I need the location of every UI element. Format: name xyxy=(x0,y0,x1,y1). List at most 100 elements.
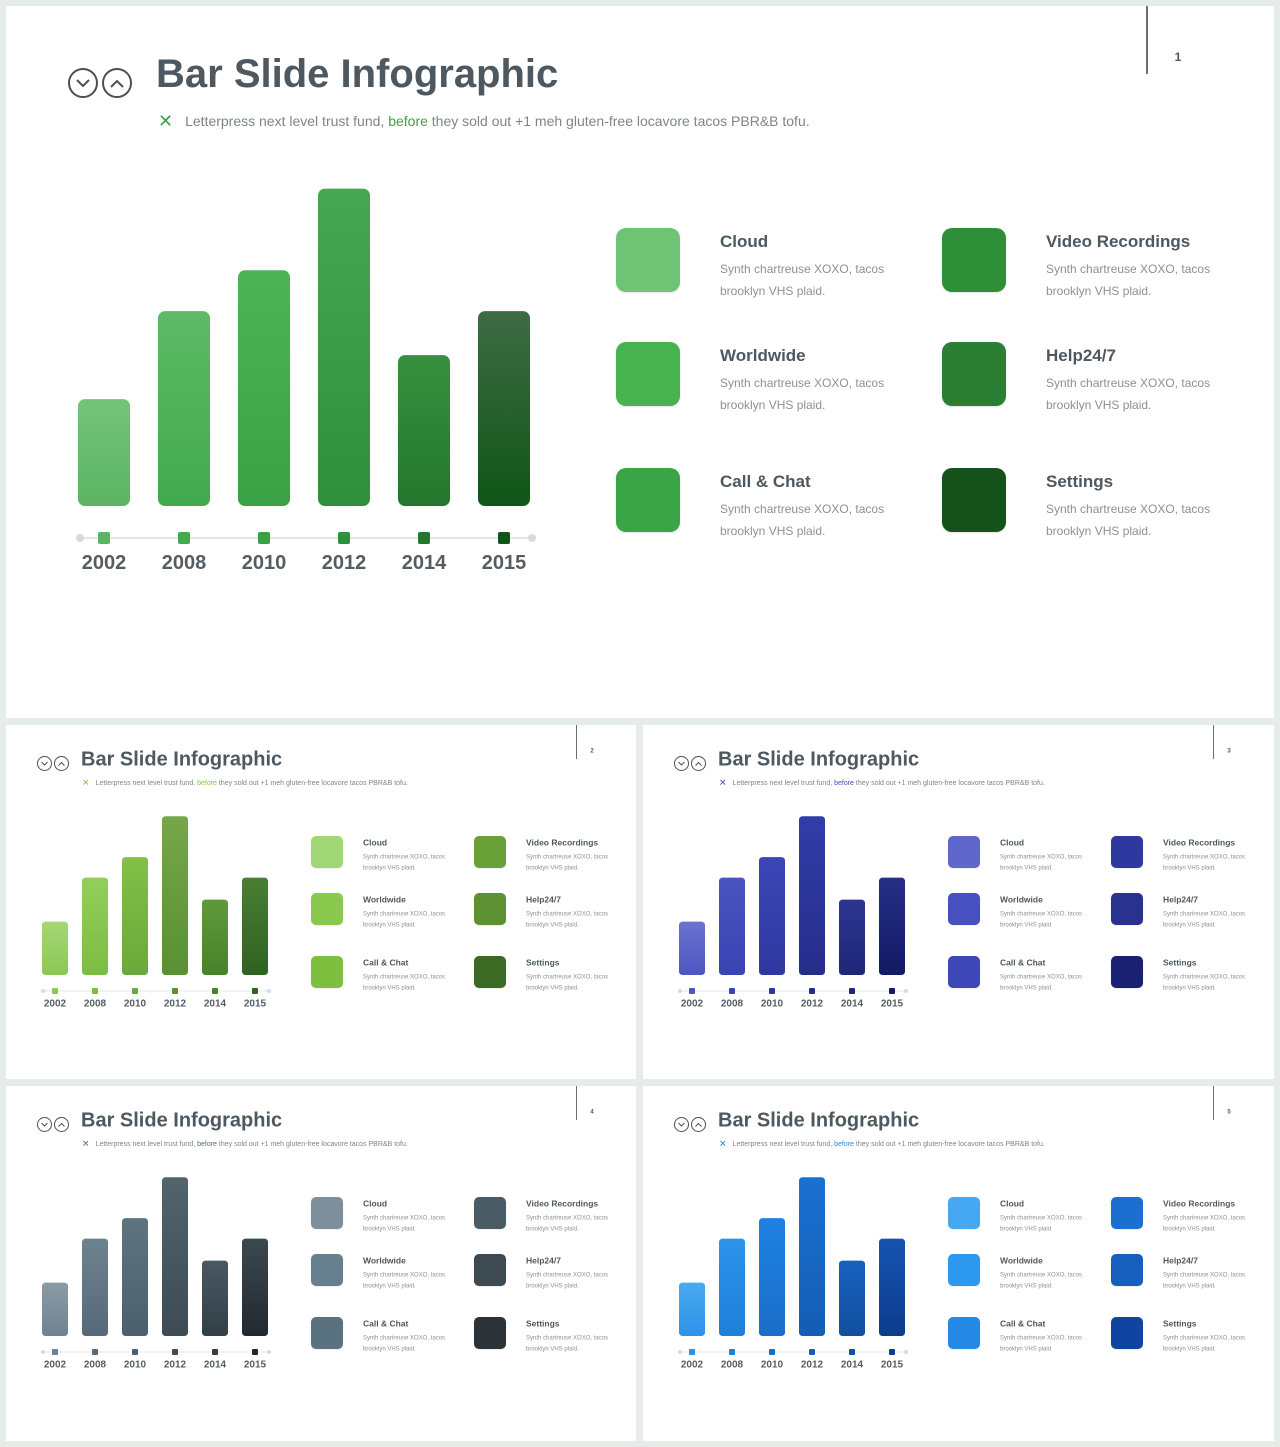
tick-marker-2014 xyxy=(212,1349,218,1355)
legend-swatch xyxy=(311,836,343,868)
tick-marker-2008 xyxy=(92,988,98,994)
slide-3: Bar Slide Infographic ✕ Letterpress next… xyxy=(643,725,1274,1079)
page-title: Bar Slide Infographic xyxy=(718,748,920,770)
slide-content: Bar Slide Infographic ✕ Letterpress next… xyxy=(6,1086,636,1441)
x-tick-label: 2002 xyxy=(44,1360,67,1371)
bar-chart: 2002 2008 2010 2012 2014 2015 xyxy=(671,1161,911,1371)
nav-icons xyxy=(674,756,706,771)
legend-swatch xyxy=(948,836,980,868)
subtitle-post: they sold out +1 meh gluten-free locavor… xyxy=(431,113,810,129)
page-rule xyxy=(1146,6,1148,74)
slide-content: Bar Slide Infographic ✕ Letterpress next… xyxy=(6,725,636,1079)
subtitle-pre: Letterpress next level trust fund, xyxy=(185,113,385,129)
bar-2014 xyxy=(202,899,228,975)
tick-marker-2010 xyxy=(132,1349,138,1355)
x-tick-label: 2014 xyxy=(204,999,227,1010)
subtitle-pre: Letterpress next level trust fund, xyxy=(732,1139,833,1148)
legend-title: Cloud xyxy=(363,838,388,848)
legend-description: Synth chartreuse XOXO, tacos brooklyn VH… xyxy=(1163,1334,1246,1352)
legend-description: Synth chartreuse XOXO, tacos brooklyn VH… xyxy=(1000,853,1083,871)
chevron-up-icon[interactable] xyxy=(691,756,706,771)
tick-marker-2015 xyxy=(498,532,510,544)
chevron-down-icon[interactable] xyxy=(37,756,52,771)
bar-2014 xyxy=(398,355,450,506)
chevron-down-icon[interactable] xyxy=(37,1117,52,1132)
tick-marker-2012 xyxy=(809,1349,815,1355)
subtitle-post: they sold out +1 meh gluten-free locavor… xyxy=(855,1139,1045,1148)
legend-swatch xyxy=(1111,1317,1143,1349)
x-tick-label: 2010 xyxy=(242,552,287,574)
bar-2002 xyxy=(42,1282,68,1336)
close-icon: ✕ xyxy=(719,1138,727,1149)
tick-marker-2008 xyxy=(178,532,190,544)
bar-2002 xyxy=(42,921,68,975)
legend-title: Help24/7 xyxy=(1163,895,1198,905)
chevron-down-icon[interactable] xyxy=(674,756,689,771)
bar-chart: 2002 2008 2010 2012 2014 2015 xyxy=(671,800,911,1010)
legend-title: Worldwide xyxy=(720,346,806,365)
legend-swatch xyxy=(942,468,1006,532)
tick-marker-2002 xyxy=(689,1349,695,1355)
legend-description: Synth chartreuse XOXO, tacos brooklyn VH… xyxy=(1046,376,1211,412)
legend-swatch xyxy=(311,956,343,988)
x-tick-label: 2015 xyxy=(244,1360,267,1371)
legend-item: Cloud Synth chartreuse XOXO, tacos brookl… xyxy=(311,1197,471,1242)
subtitle-text: Letterpress next level trust fund, befor… xyxy=(733,779,1045,787)
legend-swatch xyxy=(616,342,680,406)
axis-end-dot-left xyxy=(41,1350,45,1354)
chevron-up-icon[interactable] xyxy=(102,68,132,98)
legend-item: Worldwide Synth chartreuse XOXO, tacos br… xyxy=(948,893,1108,938)
chevron-up-icon[interactable] xyxy=(54,756,69,771)
legend-swatch xyxy=(311,1317,343,1349)
tick-marker-2008 xyxy=(729,1349,735,1355)
legend-description: Synth chartreuse XOXO, tacos brooklyn VH… xyxy=(363,973,446,991)
chart-svg: 2002 2008 2010 2012 2014 2015 xyxy=(678,1177,908,1371)
legend-item: Help24/7 Synth chartreuse XOXO, tacos bro… xyxy=(474,893,634,938)
nav-icons xyxy=(68,68,132,98)
x-tick-label: 2012 xyxy=(164,999,187,1010)
subtitle-highlight: before xyxy=(197,778,217,787)
bar-2002 xyxy=(679,921,705,975)
page-number: 3 xyxy=(1227,747,1231,754)
legend-swatch xyxy=(942,228,1006,292)
tick-marker-2002 xyxy=(52,1349,58,1355)
subtitle: ✕ Letterpress next level trust fund, bef… xyxy=(158,111,810,131)
x-tick-label: 2012 xyxy=(322,552,367,574)
tick-marker-2014 xyxy=(849,1349,855,1355)
subtitle-highlight: before xyxy=(834,778,854,787)
close-icon: ✕ xyxy=(158,111,174,131)
chevron-down-icon[interactable] xyxy=(674,1117,689,1132)
legend-description: Synth chartreuse XOXO, tacos brooklyn VH… xyxy=(720,502,885,538)
legend-swatch xyxy=(616,468,680,532)
legend-description: Synth chartreuse XOXO, tacos brooklyn VH… xyxy=(1163,973,1246,991)
legend-swatch xyxy=(474,893,506,925)
page-rule xyxy=(576,725,577,759)
legend-title: Video Recordings xyxy=(1046,232,1191,251)
page-title: Bar Slide Infographic xyxy=(156,52,559,96)
legend-swatch xyxy=(616,228,680,292)
legend-title: Cloud xyxy=(720,232,769,251)
page-title: Bar Slide Infographic xyxy=(81,748,283,770)
tick-marker-2014 xyxy=(849,988,855,994)
page-number: 1 xyxy=(1174,50,1182,64)
x-tick-label: 2010 xyxy=(761,1360,784,1371)
legend-item: Cloud Synth chartreuse XOXO, tacos brookl… xyxy=(616,228,936,318)
chevron-up-icon[interactable] xyxy=(54,1117,69,1132)
legend-item: Call & Chat Synth chartreuse XOXO, tacos … xyxy=(311,1317,471,1362)
bar-2002 xyxy=(679,1282,705,1336)
tick-marker-2012 xyxy=(338,532,350,544)
legend-swatch xyxy=(948,1197,980,1229)
chevron-down-icon[interactable] xyxy=(68,68,98,98)
close-icon: ✕ xyxy=(82,777,90,788)
subtitle: ✕ Letterpress next level trust fund, bef… xyxy=(719,1138,1045,1149)
legend-item: Video Recordings Synth chartreuse XOXO, t… xyxy=(474,836,634,881)
legend-swatch xyxy=(474,1197,506,1229)
legend-swatch xyxy=(948,893,980,925)
tick-marker-2008 xyxy=(92,1349,98,1355)
tick-marker-2015 xyxy=(252,988,258,994)
bar-chart: 2002 2008 2010 2012 2014 2015 xyxy=(62,156,542,576)
bar-2012 xyxy=(162,1177,188,1336)
legend-item: Video Recordings Synth chartreuse XOXO, t… xyxy=(474,1197,634,1242)
x-tick-label: 2015 xyxy=(881,1360,904,1371)
chevron-up-icon[interactable] xyxy=(691,1117,706,1132)
